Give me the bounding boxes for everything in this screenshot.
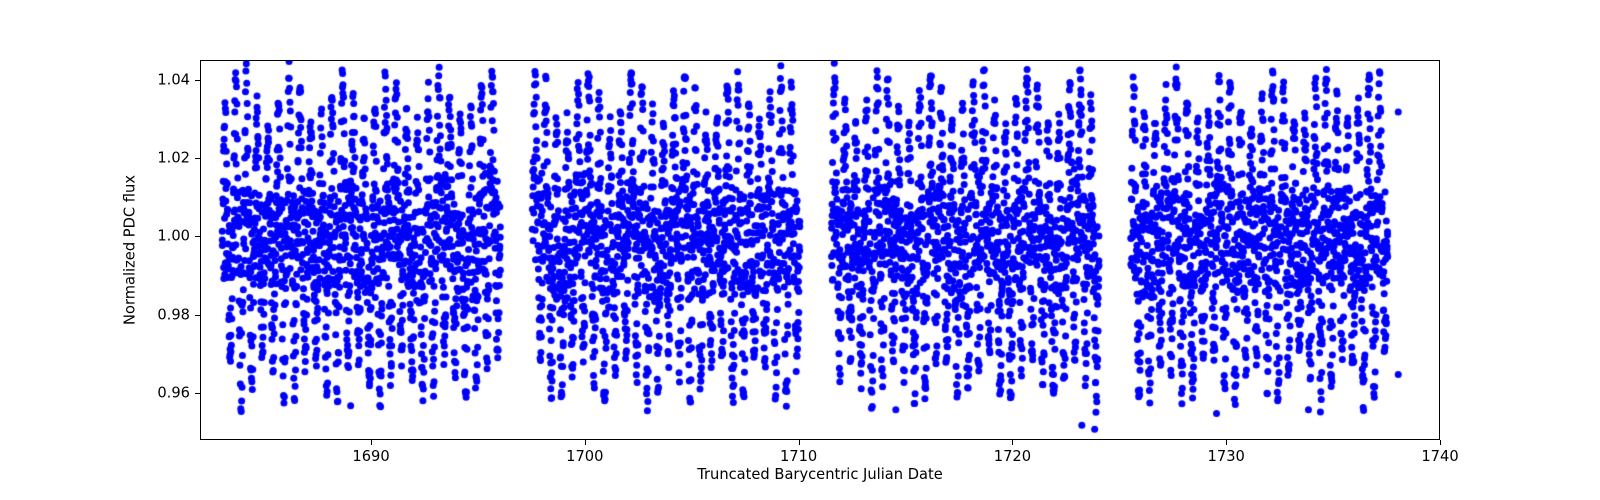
scatter-canvas	[201, 61, 1441, 441]
xtick-mark	[1226, 440, 1227, 445]
xtick-label: 1740	[1421, 448, 1458, 465]
ytick-label: 0.98	[157, 306, 190, 323]
xtick-label: 1720	[994, 448, 1031, 465]
ytick-label: 1.02	[157, 149, 190, 166]
figure: 1690 1700 1710 1720 1730 1740 0.96 0.98 1.00 1.02…	[0, 0, 1600, 500]
x-axis-label: Truncated Barycentric Julian Date	[697, 466, 943, 483]
ytick-label: 0.96	[157, 384, 190, 401]
ytick-mark	[195, 393, 200, 394]
xtick-mark	[1440, 440, 1441, 445]
xtick-label: 1700	[566, 448, 603, 465]
ytick-label: 1.00	[157, 228, 190, 245]
xtick-mark	[799, 440, 800, 445]
plot-area	[200, 60, 1440, 440]
xtick-label: 1690	[352, 448, 389, 465]
xtick-label: 1710	[780, 448, 817, 465]
xtick-mark	[1012, 440, 1013, 445]
xtick-mark	[371, 440, 372, 445]
ytick-label: 1.04	[157, 71, 190, 88]
ytick-mark	[195, 315, 200, 316]
ytick-mark	[195, 236, 200, 237]
ytick-mark	[195, 158, 200, 159]
y-axis-label: Normalized PDC flux	[122, 175, 139, 325]
ytick-mark	[195, 80, 200, 81]
xtick-label: 1730	[1208, 448, 1245, 465]
xtick-mark	[585, 440, 586, 445]
